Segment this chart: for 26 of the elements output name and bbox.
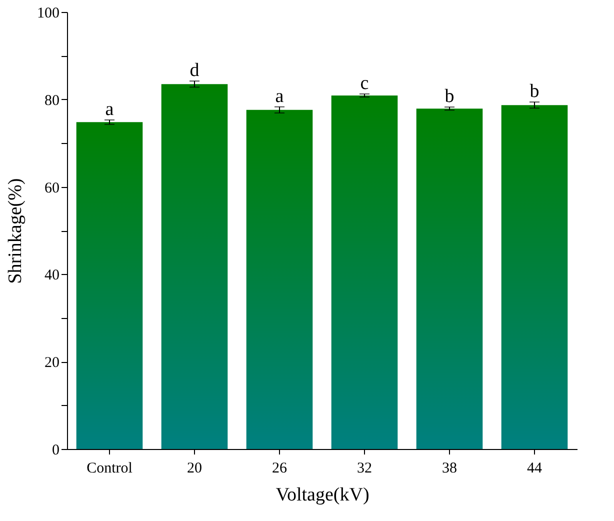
y-axis-title: Shrinkage(%) xyxy=(5,178,26,284)
annotation: b xyxy=(444,86,454,108)
y-tick-label: 80 xyxy=(44,92,60,109)
annotation: b xyxy=(530,81,540,102)
bar xyxy=(76,122,143,449)
x-tick-label: 20 xyxy=(187,460,202,476)
y-tick-label: 100 xyxy=(37,6,60,22)
bar xyxy=(246,110,313,449)
annotation: d xyxy=(190,60,200,82)
x-tick-label: 44 xyxy=(527,460,542,476)
y-tick-label: 60 xyxy=(44,180,60,196)
x-tick-label: 32 xyxy=(357,460,372,476)
y-tick-label: 40 xyxy=(44,268,60,284)
annotation: a xyxy=(275,86,284,107)
annotation: a xyxy=(105,98,114,120)
x-axis-title: Voltage(kV) xyxy=(276,484,370,506)
x-tick-label: 38 xyxy=(442,460,457,476)
bar xyxy=(331,95,398,449)
bar xyxy=(416,108,483,449)
annotation: c xyxy=(360,72,369,94)
bar xyxy=(161,84,228,449)
bar xyxy=(501,105,568,449)
x-tick-label: 26 xyxy=(272,460,288,476)
y-tick-label: 20 xyxy=(44,355,60,372)
x-tick-label: Control xyxy=(86,460,132,476)
y-tick-label: 0 xyxy=(52,442,60,458)
